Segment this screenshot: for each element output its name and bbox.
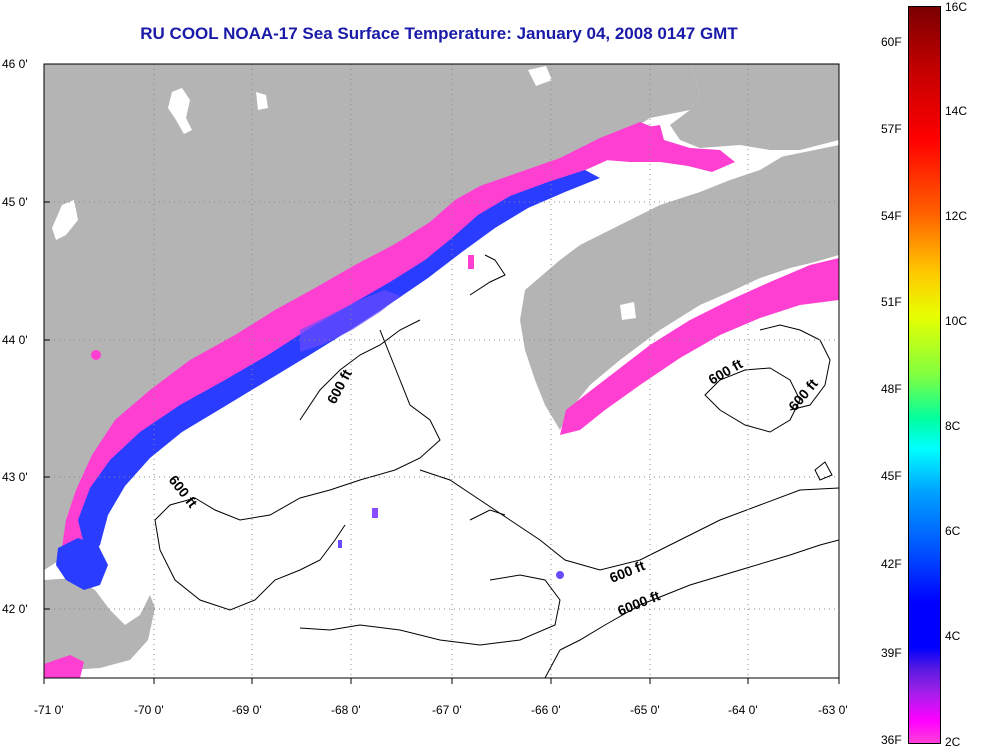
lon-label: -65 0'	[630, 703, 660, 717]
map-title: RU COOL NOAA-17 Sea Surface Temperature:…	[140, 24, 738, 43]
land-new-brunswick	[670, 64, 839, 150]
lon-label: -70 0'	[134, 703, 164, 717]
lat-label: 44 0'	[2, 333, 28, 347]
lon-label: -67 0'	[432, 703, 462, 717]
lon-label: -63 0'	[818, 703, 848, 717]
land-new-england	[44, 64, 700, 570]
contour-600ft	[469, 509, 506, 521]
sst-patch	[91, 350, 101, 360]
lon-label: -64 0'	[728, 703, 758, 717]
lake	[620, 302, 636, 320]
bay-of-fundy	[470, 152, 790, 300]
colorbar-c-label: 2C	[945, 735, 961, 749]
lon-label: -69 0'	[232, 703, 262, 717]
lon-label: -71 0'	[34, 703, 64, 717]
colorbar-f-label: 57F	[881, 122, 902, 136]
colorbar-c-label: 4C	[945, 629, 961, 643]
contour-600ft	[419, 469, 839, 571]
colorbar-f-label: 48F	[881, 382, 902, 396]
lat-label: 42 0'	[2, 602, 28, 616]
contour-600ft	[154, 329, 441, 521]
sst-patch	[468, 255, 474, 269]
sst-cape-cod-pink	[44, 655, 84, 678]
colorbar-c-label: 10C	[945, 314, 968, 328]
lake	[528, 66, 552, 86]
colorbar-f-label: 54F	[881, 209, 902, 223]
colorbar-c-label: 12C	[945, 209, 968, 223]
temperature-colorbar	[908, 6, 941, 744]
contour-6000ft	[559, 539, 839, 651]
sst-coastal-purple	[300, 290, 400, 352]
colorbar-f-label: 36F	[881, 733, 902, 747]
colorbar-f-label: 45F	[881, 469, 902, 483]
lake	[256, 92, 268, 110]
colorbar-f-label: 51F	[881, 295, 902, 309]
land-nova-scotia	[520, 145, 839, 430]
sst-nova-scotia-pink	[560, 258, 839, 435]
contour-6000ft	[544, 649, 561, 678]
sst-patch	[556, 571, 564, 579]
sst-fundy-pink	[600, 125, 735, 172]
lon-label: -68 0'	[331, 703, 361, 717]
lat-label: 46 0'	[2, 57, 28, 71]
colorbar-c-label: 14C	[945, 104, 968, 118]
sst-patch	[338, 540, 342, 548]
colorbar-c-label: 6C	[945, 524, 961, 538]
sst-massachusetts-bay	[56, 538, 108, 590]
colorbar-f-label: 42F	[881, 557, 902, 571]
contour-600ft	[299, 319, 421, 421]
lat-label: 43 0'	[2, 470, 28, 484]
colorbar-f-label: 60F	[881, 35, 902, 49]
colorbar-f-label: 39F	[881, 646, 902, 660]
land-cape-cod	[44, 578, 155, 672]
contour-600ft	[704, 367, 801, 433]
contour-600ft	[814, 461, 833, 481]
lon-label: -66 0'	[531, 703, 561, 717]
contour-600ft	[759, 324, 831, 411]
lake	[168, 88, 192, 134]
colorbar-c-label: 8C	[945, 419, 961, 433]
colorbar-c-label: 16C	[945, 0, 968, 14]
contour-600ft	[469, 254, 506, 296]
lake	[52, 200, 78, 240]
contour-600ft	[154, 519, 346, 611]
lat-label: 45 0'	[2, 195, 28, 209]
contour-600ft	[299, 574, 561, 646]
sst-patch	[372, 508, 378, 518]
